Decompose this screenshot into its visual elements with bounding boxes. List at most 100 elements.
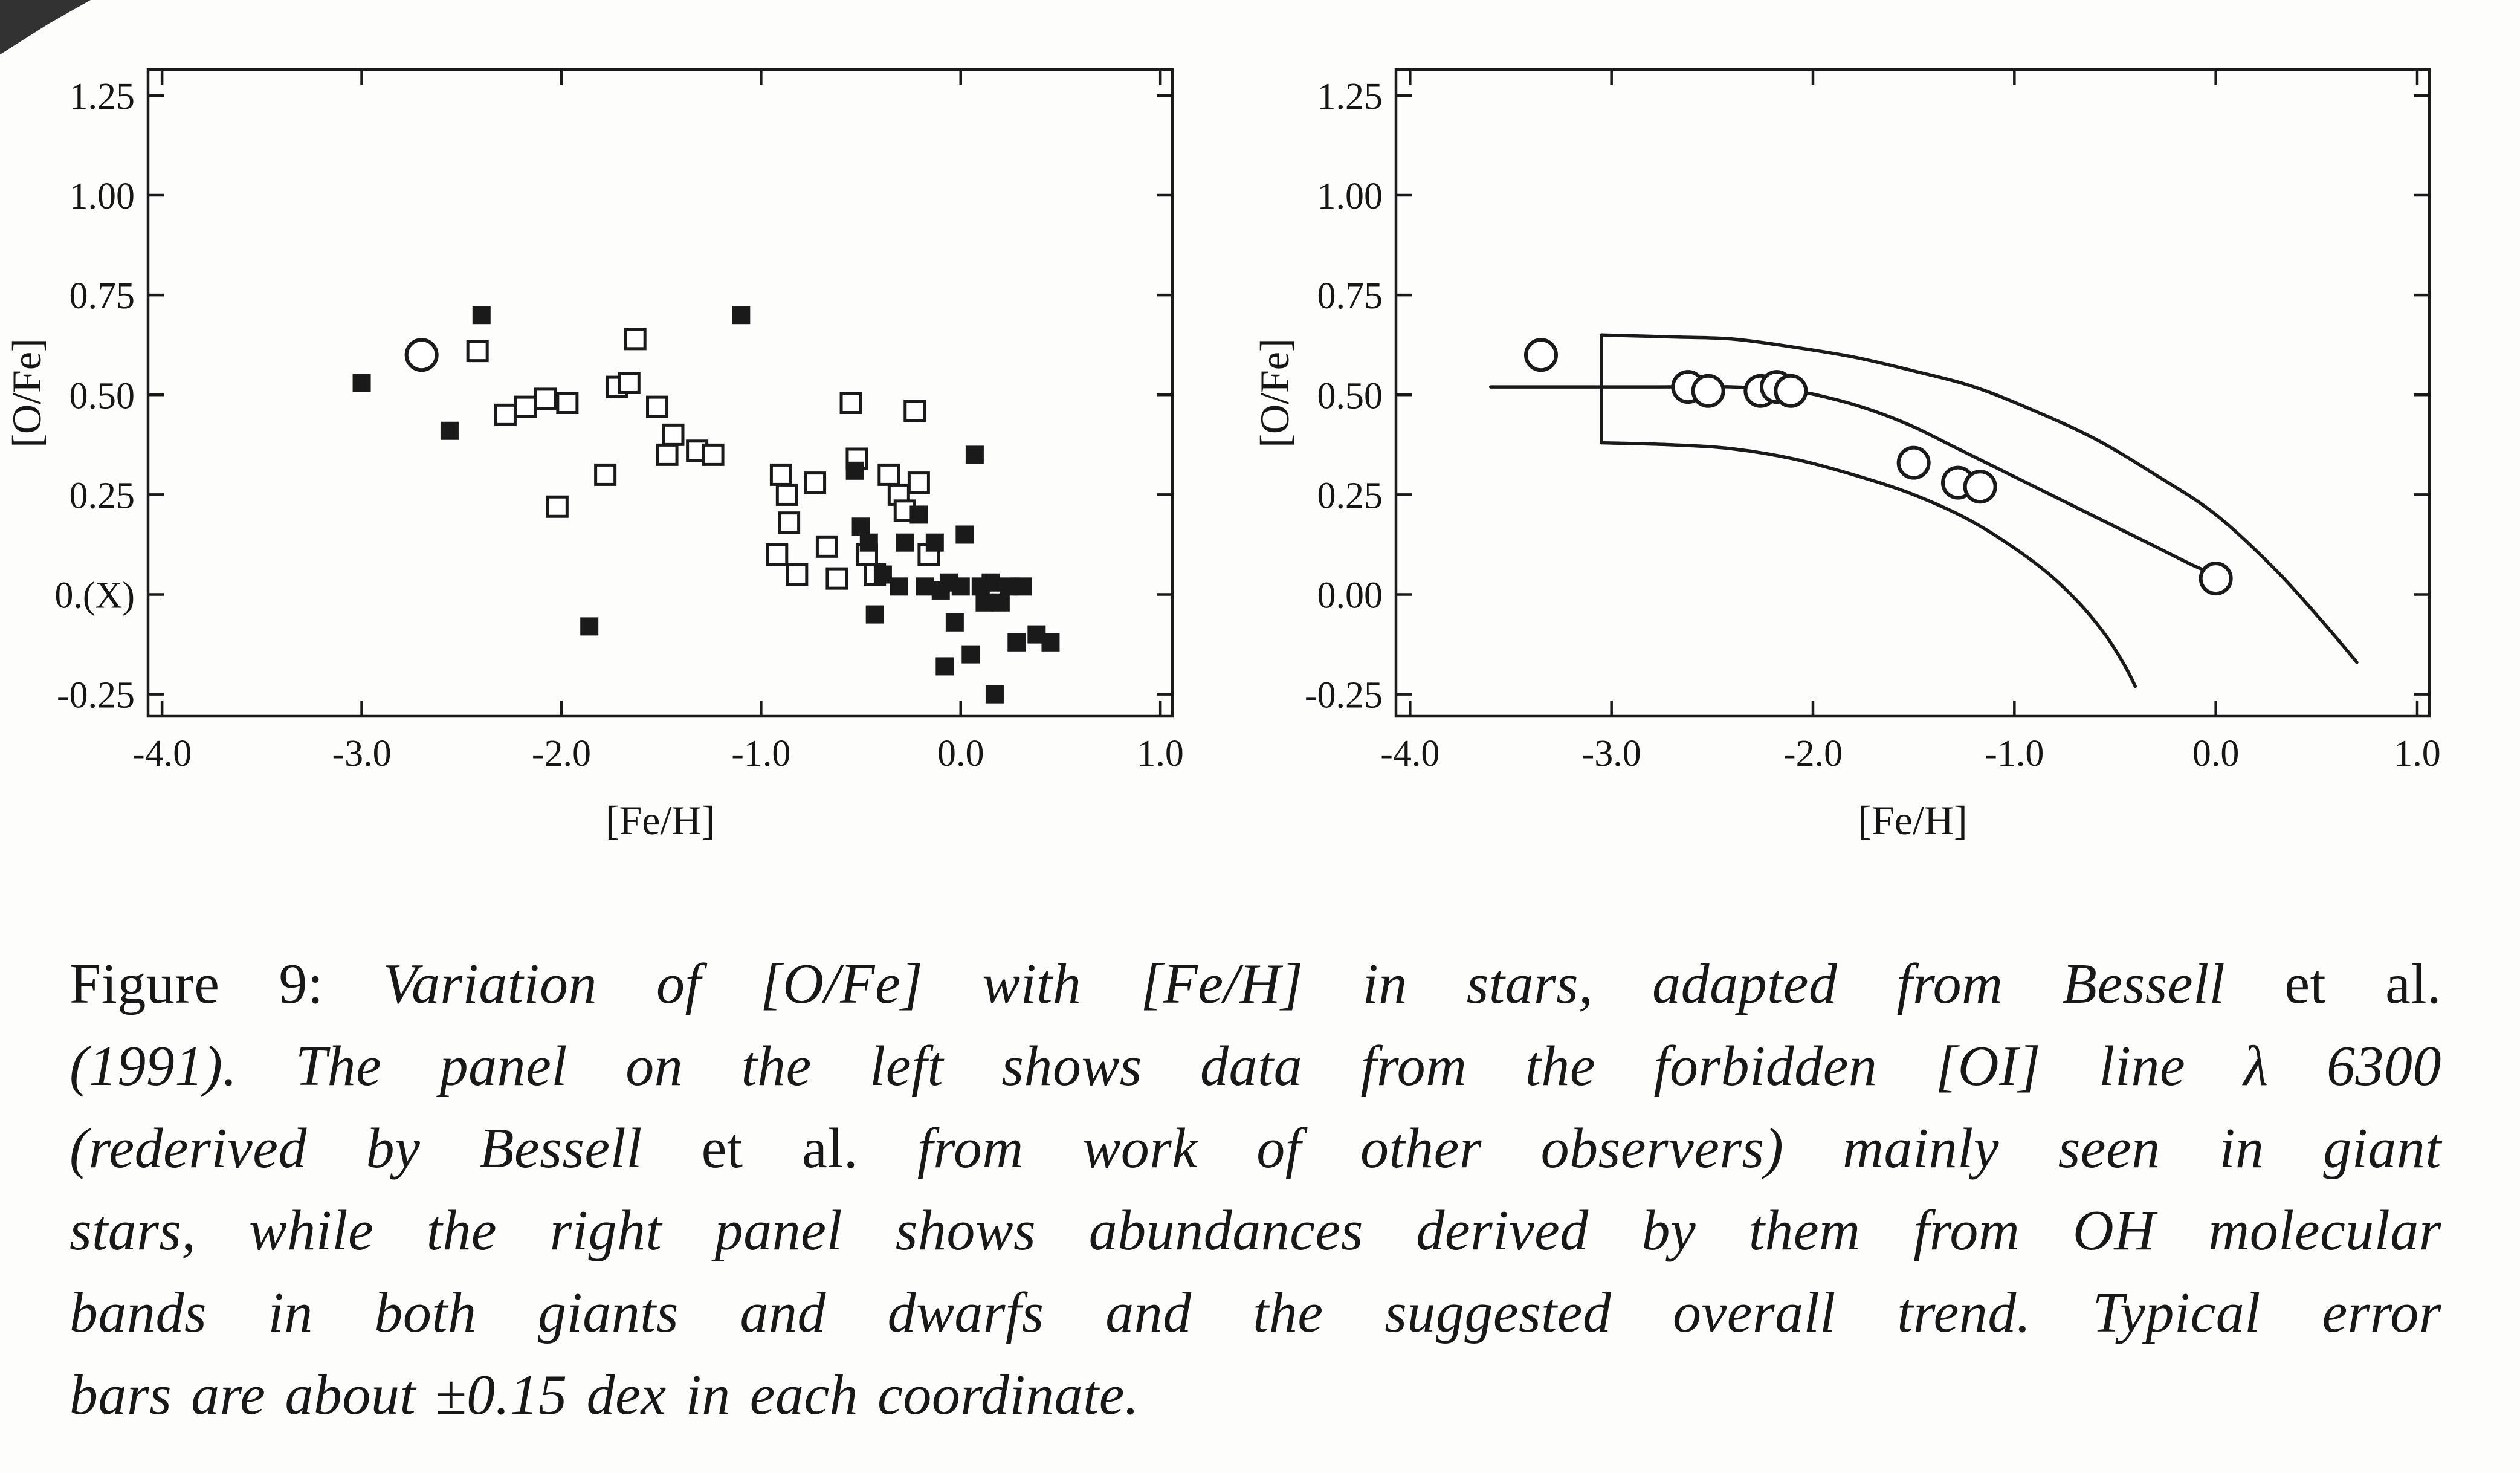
open-square-marker (494, 403, 517, 426)
open-square-marker (907, 471, 930, 494)
caption-text-segment: Variation of [O/Fe] with [Fe/H] in stars… (383, 953, 2285, 1015)
filled-square-marker (981, 573, 1000, 592)
right-x-tick-label: -4.0 (1380, 733, 1439, 774)
lower-envelope-curve (1600, 441, 2137, 688)
open-square-marker (534, 387, 557, 410)
open-square-marker (702, 443, 725, 466)
open-square-marker (825, 567, 848, 590)
filled-square-marker (916, 577, 934, 596)
left-y-tick-label: 0.(X) (54, 575, 135, 617)
right-x-tick-label: -2.0 (1783, 733, 1843, 774)
filled-square-marker (935, 657, 954, 676)
left-y-axis-title: [O/Fe] (4, 338, 50, 447)
filled-square-marker (845, 461, 864, 480)
filled-square-marker (865, 605, 884, 624)
caption-line: bands in both giants and dwarfs and the … (69, 1272, 2441, 1354)
caption-line: (1991). The panel on the left shows data… (69, 1025, 2441, 1107)
filled-square-marker (440, 421, 459, 440)
left-y-tick-label: 1.25 (69, 76, 135, 117)
open-square-marker (556, 392, 579, 415)
open-square-marker (877, 463, 900, 486)
open-circle-marker (404, 338, 439, 372)
open-circle-marker (1524, 338, 1558, 372)
filled-square-marker (965, 445, 984, 464)
caption-text-segment: (rederived by Bessell (69, 1117, 702, 1180)
right-y-tick-label: 1.00 (1317, 176, 1383, 217)
right-y-tick-label: 1.25 (1317, 76, 1383, 117)
left-x-axis-title: [Fe/H] (606, 797, 715, 843)
caption-text-segment: et al. (701, 1117, 858, 1180)
right-y-tick-label: 0.25 (1317, 475, 1383, 516)
open-square-marker (769, 463, 792, 486)
open-square-marker (624, 328, 647, 351)
open-square-marker (514, 395, 537, 418)
right-x-tick-label: -1.0 (1985, 733, 2044, 774)
right-y-tick-label: 0.50 (1317, 375, 1383, 416)
left-x-tick-label: 1.0 (1137, 733, 1184, 774)
filled-square-marker (472, 306, 491, 325)
open-square-marker (775, 483, 798, 506)
caption-text-segment: Figure 9: (69, 953, 383, 1015)
filled-square-marker (961, 645, 980, 664)
right-x-tick-label: 1.0 (2394, 733, 2441, 774)
left-x-tick-label: -3.0 (332, 733, 391, 774)
right-plot-frame (1394, 68, 2431, 718)
open-square-marker (903, 400, 926, 422)
open-circle-marker (1774, 374, 1808, 408)
filled-square-marker (909, 505, 928, 524)
left-y-tick-label: 0.25 (69, 475, 135, 516)
filled-square-marker (580, 617, 599, 636)
filled-square-marker (1041, 633, 1060, 652)
caption-text-segment: bars are about ±0.15 dex in each coordin… (69, 1364, 1139, 1426)
filled-square-marker (1013, 577, 1032, 596)
filled-square-marker (985, 685, 1004, 704)
open-square-marker (594, 463, 617, 486)
mean-trend-curve (1488, 384, 2218, 577)
left-x-tick-label: -1.0 (731, 733, 790, 774)
caption-line: (rederived by Bessell et al. from work o… (69, 1107, 2441, 1190)
caption-text-segment: from work of other observers) mainly see… (858, 1117, 2441, 1180)
right-x-tick-label: 0.0 (2192, 733, 2240, 774)
filled-square-marker (873, 565, 892, 584)
filled-square-marker (859, 533, 878, 552)
left-x-tick-label: -2.0 (532, 733, 591, 774)
filled-square-marker (951, 577, 970, 596)
left-plot-frame (146, 68, 1174, 718)
caption-line: bars are about ±0.15 dex in each coordin… (69, 1354, 2441, 1436)
open-square-marker (656, 443, 679, 466)
right-x-tick-label: -3.0 (1582, 733, 1641, 774)
filled-square-marker (955, 525, 974, 544)
open-square-marker (766, 543, 789, 566)
right-y-axis-title: [O/Fe] (1252, 338, 1297, 447)
open-square-marker (839, 392, 862, 415)
right-y-tick-label: -0.25 (1305, 675, 1383, 716)
caption-line: Figure 9: Variation of [O/Fe] with [Fe/H… (69, 943, 2441, 1025)
filled-square-marker (732, 306, 751, 325)
filled-square-marker (352, 374, 371, 392)
left-y-tick-label: 0.50 (69, 375, 135, 416)
right-y-tick-label: 0.00 (1317, 575, 1383, 617)
filled-square-marker (975, 593, 994, 612)
open-circle-marker (1963, 470, 1997, 504)
left-x-tick-label: 0.0 (937, 733, 984, 774)
caption-text-segment: et al. (2284, 953, 2441, 1015)
open-square-marker (815, 535, 838, 558)
filled-square-marker (991, 593, 1010, 612)
open-square-marker (466, 340, 489, 363)
right-y-tick-label: 0.75 (1317, 276, 1383, 317)
filled-square-marker (851, 517, 870, 536)
filled-square-marker (925, 533, 944, 552)
upper-envelope-curve (1600, 333, 2359, 664)
left-y-tick-label: 0.75 (69, 276, 135, 317)
left-y-tick-label: -0.25 (57, 675, 135, 716)
filled-square-marker (1007, 633, 1026, 652)
open-circle-marker (1691, 374, 1725, 408)
caption-line: stars, while the right panel shows abund… (69, 1190, 2441, 1272)
left-y-tick-label: 1.00 (69, 176, 135, 217)
open-square-marker (618, 371, 641, 394)
open-square-marker (546, 495, 569, 518)
figure-caption: Figure 9: Variation of [O/Fe] with [Fe/H… (69, 943, 2441, 1436)
caption-text-segment: bands in both giants and dwarfs and the … (69, 1281, 2441, 1344)
open-square-marker (786, 563, 809, 586)
left-x-tick-label: -4.0 (132, 733, 192, 774)
